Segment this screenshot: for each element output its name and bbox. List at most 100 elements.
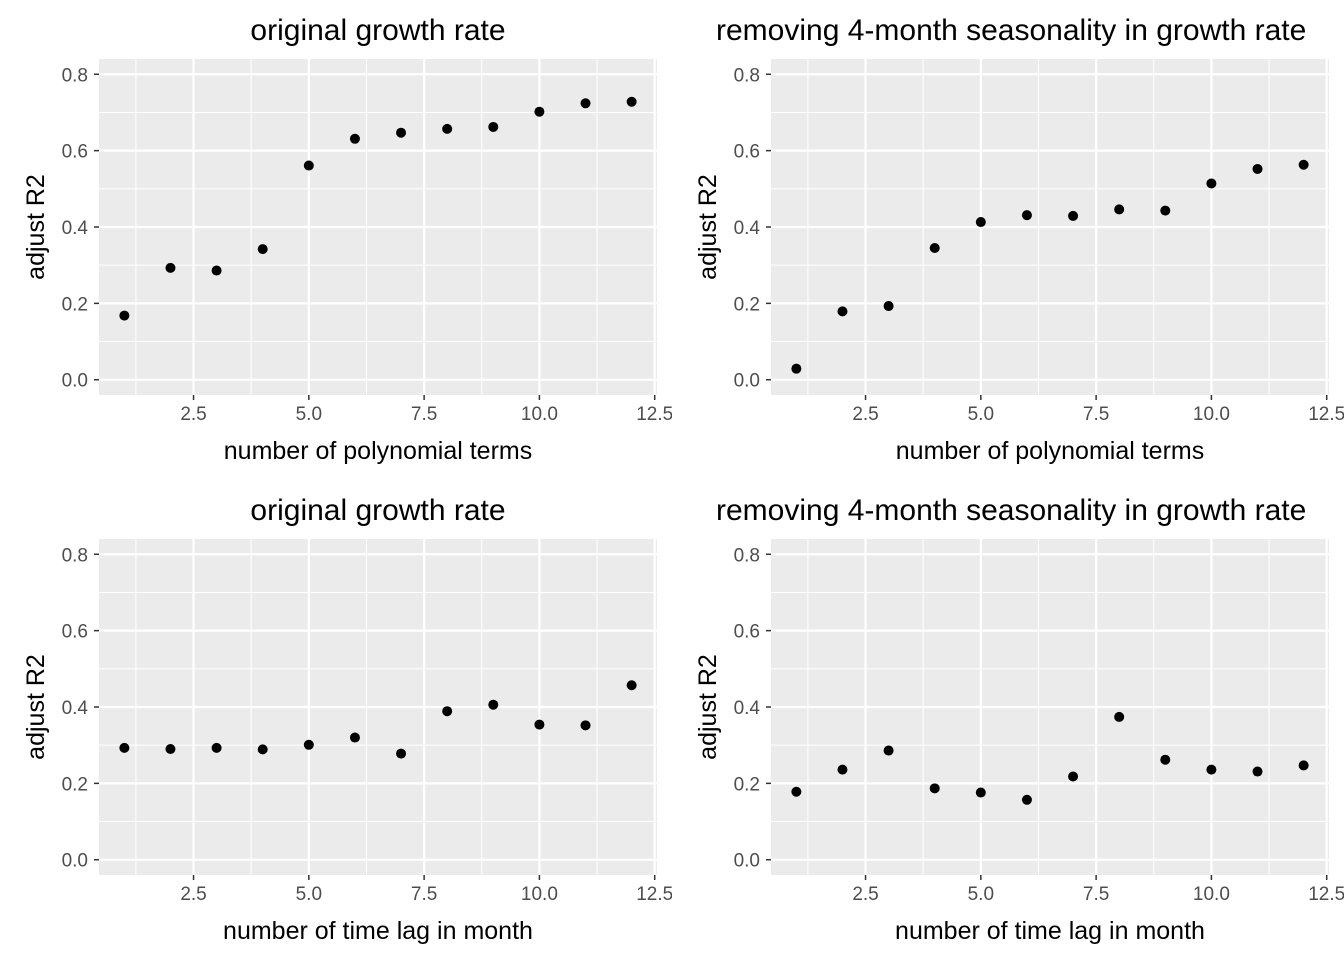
data-point	[1298, 760, 1309, 771]
data-point	[1068, 771, 1079, 782]
y-axis-title: adjust R2	[22, 174, 50, 280]
x-tick-label: 10.0	[1193, 404, 1230, 425]
data-point	[396, 127, 407, 138]
data-point	[1252, 163, 1263, 174]
x-axis-title: number of time lag in month	[223, 917, 533, 945]
data-point	[303, 739, 314, 750]
data-point	[349, 732, 360, 743]
x-tick-label: 12.5	[1308, 884, 1344, 905]
data-point	[580, 98, 591, 109]
data-point	[1114, 711, 1125, 722]
data-point	[1114, 204, 1125, 215]
data-point	[883, 745, 894, 756]
data-point	[1021, 210, 1032, 221]
data-point	[534, 719, 545, 730]
data-point	[791, 363, 802, 374]
y-axis-title: adjust R2	[694, 654, 722, 760]
x-tick-label: 10.0	[521, 404, 558, 425]
y-tick-label: 0.4	[734, 218, 761, 239]
x-tick-label: 7.5	[411, 884, 437, 905]
x-tick-label: 2.5	[180, 404, 206, 425]
y-tick-label: 0.2	[734, 774, 760, 795]
data-point	[488, 699, 499, 710]
data-point	[626, 96, 637, 107]
y-tick-label: 0.8	[734, 545, 760, 566]
data-point	[349, 133, 360, 144]
y-tick-label: 0.8	[62, 65, 88, 86]
y-tick-label: 0.6	[62, 142, 88, 163]
data-point	[626, 680, 637, 691]
data-point	[303, 160, 314, 171]
x-tick-label: 12.5	[636, 404, 673, 425]
x-tick-label: 5.0	[296, 884, 322, 905]
panel-title: removing 4-month seasonality in growth r…	[716, 494, 1306, 527]
y-axis-title: adjust R2	[22, 654, 50, 760]
panel-2: 2.5 5.0 7.5 10.0 12.5 0.0 0.2 0.4 0.6 0.8 removing…	[694, 14, 1344, 465]
data-point	[837, 764, 848, 775]
x-axis-title: number of time lag in month	[895, 917, 1205, 945]
x-tick-label: 5.0	[968, 884, 994, 905]
y-tick-label: 0.4	[62, 698, 89, 719]
y-tick-label: 0.6	[734, 622, 760, 643]
y-tick-label: 0.4	[734, 698, 761, 719]
data-point	[1206, 764, 1217, 775]
x-tick-label: 10.0	[1193, 884, 1230, 905]
data-point	[929, 243, 940, 253]
data-point	[119, 742, 130, 753]
data-point	[257, 244, 268, 255]
panel-4: 2.5 5.0 7.5 10.0 12.5 0.0 0.2 0.4 0.6 0.8 removing…	[694, 494, 1344, 945]
panel-1: 2.5 5.0 7.5 10.0 12.5 0.0 0.2 0.4 0.6 0.8 original…	[22, 14, 673, 465]
y-tick-label: 0.0	[734, 851, 760, 872]
data-point	[791, 786, 802, 797]
y-tick-label: 0.2	[734, 294, 760, 315]
data-point	[1068, 210, 1079, 221]
data-point	[488, 121, 499, 132]
data-point	[211, 265, 222, 276]
x-tick-label: 10.0	[521, 884, 558, 905]
y-tick-label: 0.2	[62, 294, 88, 315]
x-tick-label: 7.5	[1083, 404, 1109, 425]
data-point	[165, 262, 176, 273]
panel-title: original growth rate	[250, 14, 505, 47]
y-tick-label: 0.0	[734, 371, 760, 392]
x-tick-label: 7.5	[1083, 884, 1109, 905]
y-tick-label: 0.6	[734, 142, 760, 163]
x-tick-label: 5.0	[296, 404, 322, 425]
data-point	[883, 301, 894, 312]
x-tick-label: 2.5	[852, 404, 878, 425]
data-point	[975, 787, 986, 798]
panel-3: 2.5 5.0 7.5 10.0 12.5 0.0 0.2 0.4 0.6 0.8 original…	[22, 494, 673, 945]
data-point	[1206, 178, 1217, 189]
x-tick-label: 7.5	[411, 404, 437, 425]
data-point	[837, 306, 848, 317]
data-point	[1160, 205, 1171, 216]
data-point	[442, 123, 453, 134]
y-tick-label: 0.8	[734, 65, 760, 86]
data-point	[975, 217, 986, 228]
y-tick-label: 0.2	[62, 774, 88, 795]
data-point	[442, 706, 453, 717]
panel-title: original growth rate	[250, 494, 505, 527]
x-tick-label: 2.5	[180, 884, 206, 905]
data-point	[396, 748, 407, 759]
data-point	[257, 744, 268, 755]
y-tick-label: 0.0	[62, 851, 88, 872]
y-tick-label: 0.6	[62, 622, 88, 643]
data-point	[1252, 766, 1263, 777]
data-point	[1021, 794, 1032, 805]
panel-title: removing 4-month seasonality in growth r…	[716, 14, 1306, 47]
x-axis-title: number of polynomial terms	[224, 437, 532, 465]
data-point	[119, 310, 130, 321]
y-tick-label: 0.8	[62, 545, 88, 566]
x-axis-title: number of polynomial terms	[896, 437, 1204, 465]
y-tick-label: 0.4	[62, 218, 89, 239]
data-point	[211, 742, 222, 753]
data-point	[1298, 159, 1309, 170]
data-point	[580, 720, 591, 731]
x-tick-label: 2.5	[852, 884, 878, 905]
data-point	[1160, 754, 1171, 765]
x-tick-label: 12.5	[636, 884, 673, 905]
data-point	[534, 106, 545, 117]
data-point	[165, 744, 176, 754]
